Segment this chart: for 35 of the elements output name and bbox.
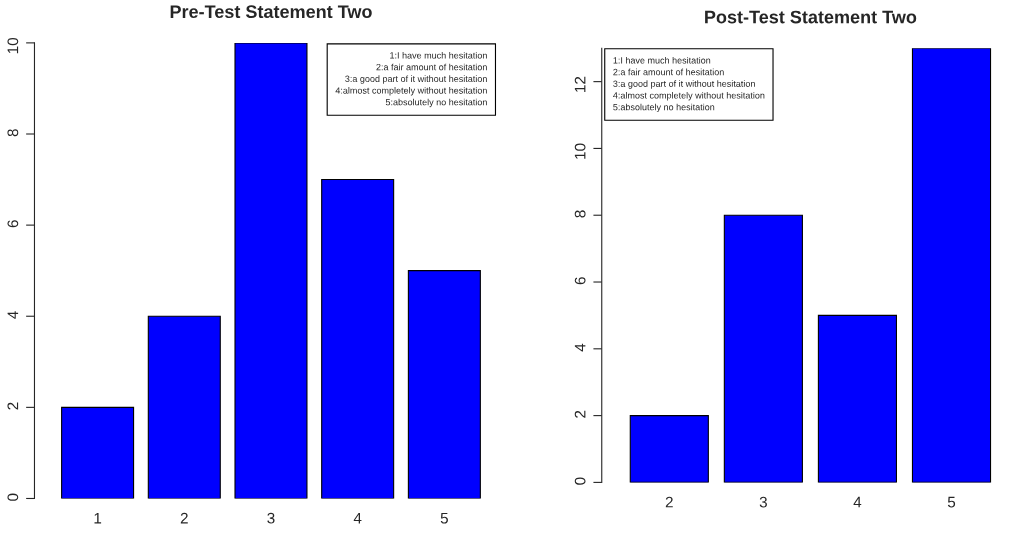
x-tick-label: 2 (180, 512, 188, 524)
bar (61, 406, 135, 499)
y-tick-label: 0 (574, 477, 586, 485)
y-tick-label: 10 (574, 143, 586, 159)
y-tick-label: 10 (7, 37, 19, 54)
x-tick-label: 5 (440, 512, 448, 524)
chart-title: Pre-Test Statement Two (170, 5, 372, 19)
y-tick-label: 4 (7, 311, 19, 319)
y-tick-label: 4 (574, 343, 586, 352)
y-tick-label: 8 (7, 129, 19, 137)
bar (321, 179, 395, 499)
x-tick-label: 1 (94, 512, 102, 524)
bar (817, 314, 898, 483)
y-tick-label: 0 (7, 493, 19, 501)
y-tick-label: 2 (574, 410, 586, 418)
bar (629, 415, 709, 483)
bar (147, 315, 221, 499)
bar (234, 42, 308, 499)
y-tick-label: 8 (574, 210, 586, 218)
chart-title: Post-Test Statement Two (705, 10, 917, 24)
annotation: 1:I have much hesitation 2:a fair amount of hesitation 3:a good part of it without hesitation 4:almost completely without hesitation 5:absolutely no hesitation (335, 51, 487, 108)
annotation: 1:I have much hesitation 2:a fair amount of hesitation 3:a good part of it without hesitation 4:almost completely without hesitation 5:absolutely no hesitation (613, 56, 765, 113)
y-tick-label: 6 (7, 220, 19, 228)
x-tick-label: 4 (853, 496, 862, 508)
x-tick-label: 2 (665, 496, 673, 508)
x-tick-label: 5 (947, 496, 956, 508)
y-tick-label: 12 (574, 76, 586, 92)
x-tick-label: 3 (267, 512, 275, 524)
y-tick-label: 2 (7, 402, 19, 410)
bar (407, 270, 481, 499)
x-tick-label: 3 (759, 496, 767, 508)
y-tick-label: 6 (574, 277, 586, 285)
bar (911, 48, 992, 483)
x-tick-label: 4 (353, 512, 362, 524)
bar (723, 214, 803, 483)
